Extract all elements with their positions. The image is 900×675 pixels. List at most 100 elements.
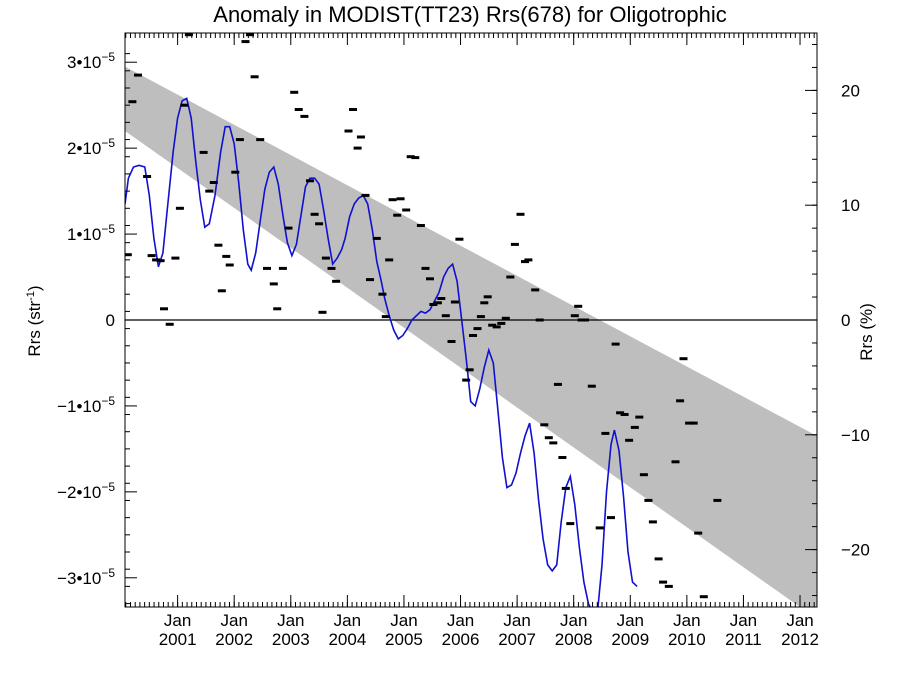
x-tick-year: 2011 — [725, 630, 762, 649]
data-point — [332, 279, 341, 283]
data-point — [480, 301, 489, 305]
y-axis-left-title: Rrs (str-1) — [25, 285, 44, 356]
data-point — [630, 425, 639, 429]
data-point — [561, 486, 570, 490]
data-point — [620, 413, 629, 416]
data-point — [566, 522, 575, 526]
data-point — [473, 327, 482, 331]
data-point — [659, 580, 668, 584]
y-axis-right-title: Rrs (%) — [857, 303, 876, 361]
data-point — [465, 368, 474, 372]
data-point — [426, 277, 434, 281]
data-point — [531, 288, 540, 292]
data-point — [402, 208, 411, 212]
data-point — [492, 325, 501, 329]
data-point — [214, 243, 223, 247]
x-tick-year: 2006 — [442, 630, 480, 649]
data-point — [441, 314, 450, 318]
data-point — [199, 150, 208, 154]
y-right-tick-label: 0 — [841, 311, 850, 330]
y-left-tick-label: 1•10−5 — [67, 222, 115, 244]
x-tick-month: Jan — [786, 611, 813, 630]
data-point — [581, 318, 589, 322]
data-point — [648, 520, 657, 524]
series-line — [125, 97, 638, 607]
data-point — [433, 301, 442, 305]
y-left-tick-exponent: −5 — [101, 566, 115, 580]
data-point — [134, 73, 142, 77]
y-left-tick-label: −2•10−5 — [57, 480, 115, 502]
x-tick-month: Jan — [390, 611, 417, 630]
data-point — [396, 197, 405, 201]
data-point — [516, 212, 525, 216]
chart-title: Anomaly in MODIST(TT23) Rrs(678) for Oli… — [213, 2, 726, 27]
data-point — [180, 103, 189, 107]
data-point — [256, 138, 265, 142]
data-point — [361, 193, 370, 197]
x-tick-year: 2007 — [498, 630, 536, 649]
data-point — [222, 254, 231, 258]
y-left-tick-exponent: −5 — [101, 136, 115, 150]
data-point — [639, 473, 648, 477]
data-point — [455, 237, 464, 241]
x-tick-month: Jan — [673, 611, 700, 630]
x-tick-year: 2008 — [555, 630, 593, 649]
x-tick-month: Jan — [334, 611, 361, 630]
trend-band — [125, 66, 817, 607]
data-point — [488, 323, 497, 327]
data-point — [476, 315, 485, 319]
data-point — [501, 316, 510, 320]
data-point — [160, 307, 168, 311]
y-right-tick-label: −20 — [841, 541, 870, 560]
data-point — [385, 258, 394, 262]
y-left-tick-label: 3•10−5 — [67, 50, 115, 72]
data-point — [278, 266, 287, 270]
data-point — [381, 315, 390, 319]
trend-line-layer — [125, 97, 638, 607]
data-point — [318, 310, 327, 314]
y-left-tick-label: −1•10−5 — [57, 394, 115, 416]
data-point — [125, 253, 132, 257]
data-points-layer — [125, 33, 722, 599]
data-point — [290, 90, 299, 94]
data-point — [570, 314, 579, 318]
y-axis-left-title-text: Rrs (str — [25, 301, 44, 357]
data-point — [235, 138, 244, 142]
y-left-tick-label: −3•10−5 — [57, 566, 115, 588]
data-point — [284, 226, 293, 230]
y-left-tick-exponent: −5 — [101, 50, 115, 64]
data-point — [644, 498, 653, 502]
y-right-tick-label: 10 — [841, 196, 860, 215]
data-point — [574, 304, 583, 308]
data-point — [156, 259, 165, 263]
data-point — [269, 282, 278, 286]
data-point — [184, 33, 193, 37]
data-point — [327, 266, 336, 270]
data-point — [450, 300, 459, 304]
data-point — [378, 292, 387, 296]
data-point — [152, 258, 161, 262]
data-point — [366, 278, 374, 282]
data-point — [294, 108, 303, 111]
x-tick-month: Jan — [277, 611, 304, 630]
data-point — [128, 100, 137, 104]
x-tick-month: Jan — [220, 611, 247, 630]
data-point — [587, 384, 596, 388]
data-point — [506, 275, 515, 279]
ticks-layer: Jan2001Jan2002Jan2003Jan2004Jan2005Jan20… — [57, 33, 870, 649]
x-tick-year: 2004 — [328, 630, 366, 649]
x-tick-month: Jan — [560, 611, 587, 630]
data-point — [143, 175, 152, 178]
x-tick-year: 2009 — [611, 630, 649, 649]
data-point — [558, 456, 567, 459]
data-point — [607, 516, 615, 520]
data-point — [524, 258, 533, 262]
y-axis-left-title-close: ) — [25, 285, 44, 291]
data-point — [437, 297, 446, 300]
data-point — [521, 260, 529, 264]
data-point — [263, 266, 271, 270]
data-point — [429, 303, 438, 306]
data-point — [353, 146, 362, 150]
y-left-tick-exponent: −5 — [101, 394, 115, 408]
